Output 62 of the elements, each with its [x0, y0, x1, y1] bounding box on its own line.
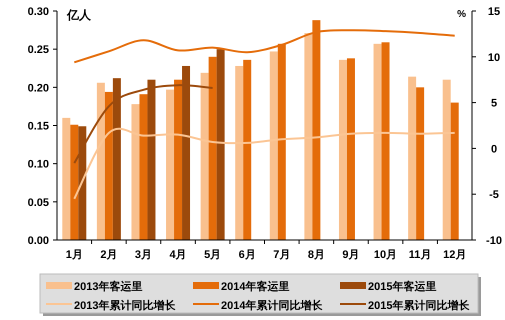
bar [104, 92, 113, 240]
bar [70, 124, 78, 240]
bar [338, 60, 347, 240]
y-tick-label: 0.20 [28, 82, 49, 94]
x-tick-label: 7月 [273, 249, 290, 261]
x-tick-label: 8月 [308, 249, 325, 261]
legend-label: 2014年客运里 [221, 280, 290, 293]
x-tick-label: 12月 [443, 249, 466, 261]
bar [131, 104, 140, 240]
bar [174, 80, 182, 240]
y2-tick-label: 10 [488, 52, 500, 64]
bar [416, 87, 424, 240]
x-tick-label: 6月 [238, 249, 256, 261]
y2-tick-label: 0 [490, 143, 498, 156]
bar [374, 44, 382, 240]
bar [243, 60, 252, 240]
bar [450, 102, 459, 240]
y2-axis-title: % [457, 9, 466, 20]
bar [208, 56, 217, 240]
y-tick-label: 0.05 [28, 196, 49, 209]
y-tick-label: 0.10 [28, 158, 49, 171]
x-tick-label: 2月 [100, 249, 118, 261]
bar [270, 51, 278, 240]
bar [139, 94, 148, 240]
bar [304, 33, 312, 240]
y2-tick-label: 5 [490, 98, 498, 110]
y2-tick-label: 15 [488, 6, 500, 18]
legend-label: 2013年客运里 [74, 280, 142, 293]
x-tick-label: 1月 [66, 249, 83, 261]
y2-tick-label: -10 [486, 235, 502, 247]
legend-label: 2014年累计同比增长 [221, 299, 324, 312]
bar [182, 66, 190, 240]
y-tick-label: 0.25 [28, 44, 49, 56]
y-axis-title: 亿人 [66, 8, 92, 22]
y-tick-label: 0.00 [28, 235, 49, 247]
x-tick-label: 11月 [408, 249, 432, 261]
bar [408, 76, 416, 240]
x-tick-label: 4月 [169, 249, 187, 261]
legend-label: 2015年客运里 [368, 280, 436, 293]
y-tick-label: 0.15 [28, 120, 49, 132]
bar [166, 90, 174, 240]
x-tick-label: 3月 [134, 249, 152, 261]
bar [96, 82, 105, 240]
legend-label: 2015年累计同比增长 [368, 299, 470, 312]
y-tick-label: 0.30 [28, 6, 49, 18]
bar [235, 66, 244, 240]
bar [78, 126, 86, 240]
bar [382, 42, 390, 240]
bar [62, 118, 70, 240]
bar [442, 80, 451, 240]
y2-tick-label: -5 [489, 189, 499, 202]
bar [200, 72, 209, 240]
legend-label: 2013年累计同比增长 [74, 299, 176, 312]
bar [216, 49, 225, 240]
bar [346, 58, 355, 240]
x-tick-label: 10月 [374, 249, 398, 261]
bar [147, 80, 156, 240]
x-tick-label: 9月 [342, 249, 360, 261]
bar [278, 44, 286, 240]
bar [112, 78, 121, 240]
bar [312, 20, 320, 240]
x-tick-label: 5月 [204, 249, 222, 261]
